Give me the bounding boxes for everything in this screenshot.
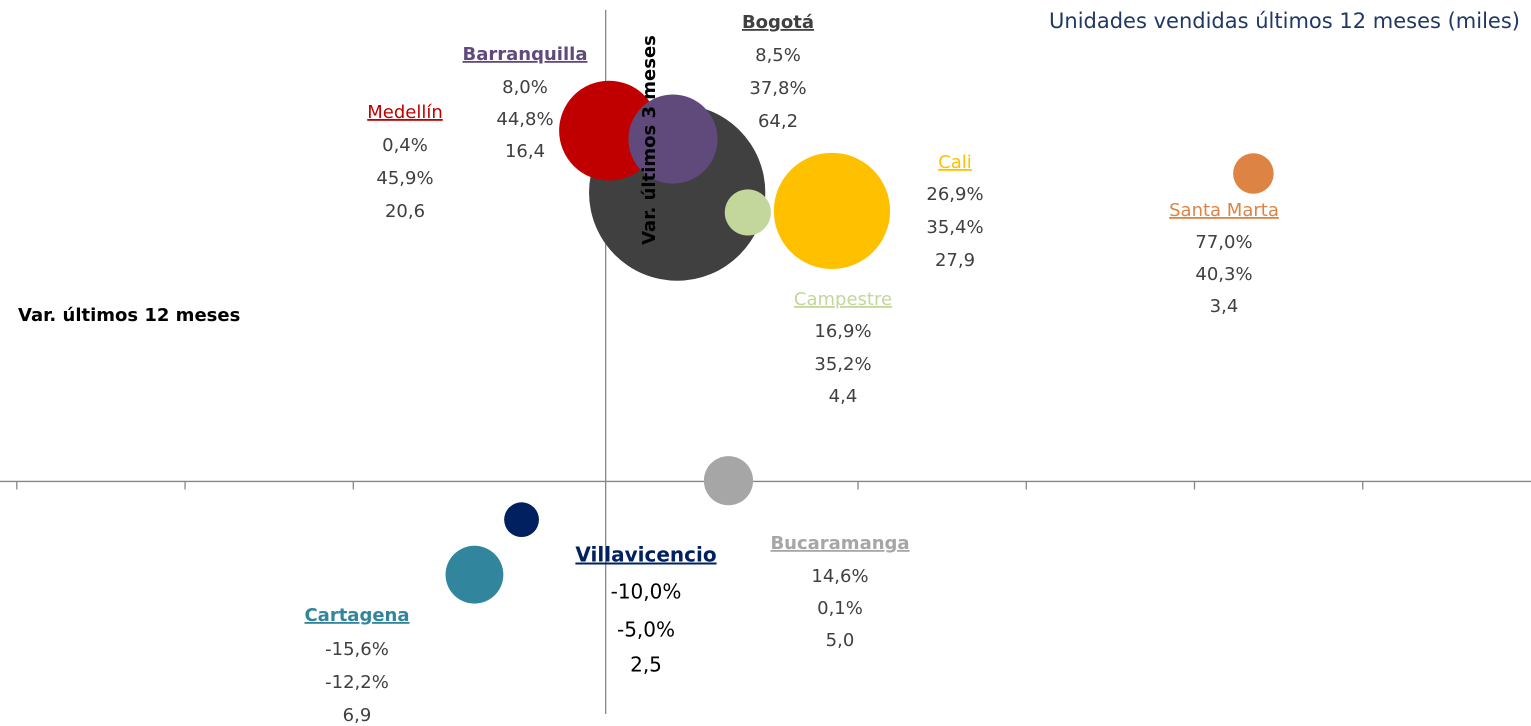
series-name: Santa Marta: [1169, 200, 1279, 221]
bubble: [445, 545, 504, 604]
data-label: 44,8%: [496, 109, 553, 130]
bubbles: [445, 80, 1274, 604]
data-label: 40,3%: [1195, 264, 1252, 285]
data-label: -5,0%: [617, 618, 675, 642]
series-name: Bogotá: [742, 12, 814, 33]
data-label: 8,5%: [755, 45, 801, 66]
data-label: -12,2%: [325, 672, 389, 693]
data-label: 37,8%: [749, 78, 806, 99]
bubble: [724, 189, 771, 236]
data-label: 26,9%: [926, 184, 983, 205]
data-label: 35,4%: [926, 217, 983, 238]
data-label: 45,9%: [376, 168, 433, 189]
bubble: [773, 152, 891, 270]
data-label: 20,6: [385, 201, 425, 222]
bubble: [1233, 153, 1274, 194]
data-label: 5,0: [826, 630, 855, 651]
series-name: Medellín: [367, 102, 443, 123]
series-name: Cartagena: [304, 605, 409, 626]
data-label: -10,0%: [611, 580, 682, 604]
series-name: Campestre: [794, 289, 892, 310]
bubble: [628, 94, 718, 184]
series-name: Barranquilla: [463, 44, 588, 65]
series-name: Bucaramanga: [770, 533, 909, 554]
labels: Bogotá 8,5% 37,8% 64,2 Medellín 0,4% 45,9% 20,6…: [304, 12, 1278, 726]
data-label: 6,9: [343, 705, 372, 726]
data-label: 64,2: [758, 111, 798, 132]
bubble: [703, 456, 754, 506]
data-label: 2,5: [630, 653, 662, 677]
data-label: 16,4: [505, 141, 545, 162]
series-name: Cali: [938, 152, 972, 173]
data-label: 27,9: [935, 250, 975, 271]
data-label: 8,0%: [502, 77, 548, 98]
data-label: -15,6%: [325, 639, 389, 660]
data-label: 0,4%: [382, 135, 428, 156]
bubble: [504, 502, 539, 538]
y-axis-label: Var. últimos 3 meses: [639, 35, 660, 245]
series-name: Villavicencio: [575, 543, 716, 567]
data-label: 3,4: [1210, 296, 1239, 317]
data-label: 35,2%: [814, 354, 871, 375]
data-label: 77,0%: [1195, 232, 1252, 253]
data-label: 4,4: [829, 386, 858, 407]
data-label: 16,9%: [814, 321, 871, 342]
chart-title: Unidades vendidas últimos 12 meses (mile…: [1049, 9, 1520, 33]
data-label: 0,1%: [817, 598, 863, 619]
data-label: 14,6%: [811, 566, 868, 587]
x-axis-label: Var. últimos 12 meses: [18, 305, 240, 326]
